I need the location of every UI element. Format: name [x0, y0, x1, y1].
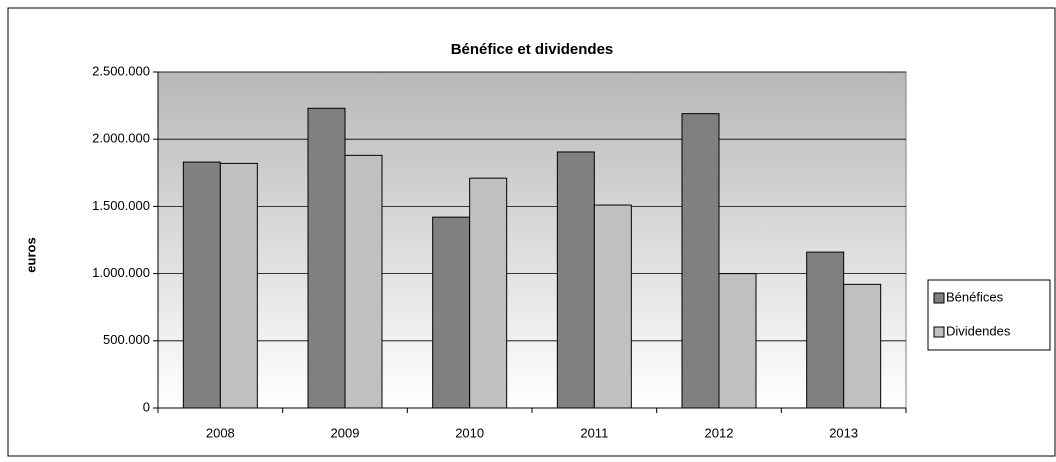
- legend: [927, 279, 1051, 351]
- x-tick-label: 2011: [580, 425, 608, 440]
- bar: [806, 251, 845, 409]
- x-tick-label: 2013: [829, 425, 858, 440]
- y-tick-label: 1.000.000: [92, 265, 150, 280]
- y-axis-label: euros: [23, 237, 38, 272]
- y-tick-label: 500.000: [103, 332, 150, 347]
- bar: [843, 283, 882, 409]
- bar: [556, 151, 595, 409]
- bar: [182, 161, 221, 409]
- legend-swatch: [933, 326, 945, 338]
- plot-area: [157, 71, 907, 409]
- bar: [681, 113, 720, 409]
- bar: [469, 177, 508, 409]
- chart-title: Bénéfice et dividendes: [451, 41, 614, 58]
- x-tick-label: 2008: [206, 425, 235, 440]
- y-tick-label: 1.500.000: [92, 198, 150, 213]
- legend-swatch: [933, 292, 945, 304]
- x-tick-label: 2012: [705, 425, 734, 440]
- bar: [307, 107, 346, 409]
- legend-label: Dividendes: [946, 323, 1011, 338]
- bar: [219, 162, 258, 409]
- x-tick-label: 2010: [455, 425, 484, 440]
- bar: [432, 216, 471, 409]
- y-tick-label: 2.000.000: [92, 131, 150, 146]
- legend-label: Bénéfices: [946, 289, 1004, 304]
- y-tick-label: 2.500.000: [92, 63, 150, 78]
- bar: [593, 204, 632, 409]
- bar: [718, 273, 757, 409]
- bar: [344, 154, 383, 409]
- y-tick-label: 0: [143, 399, 150, 414]
- x-tick-label: 2009: [331, 425, 360, 440]
